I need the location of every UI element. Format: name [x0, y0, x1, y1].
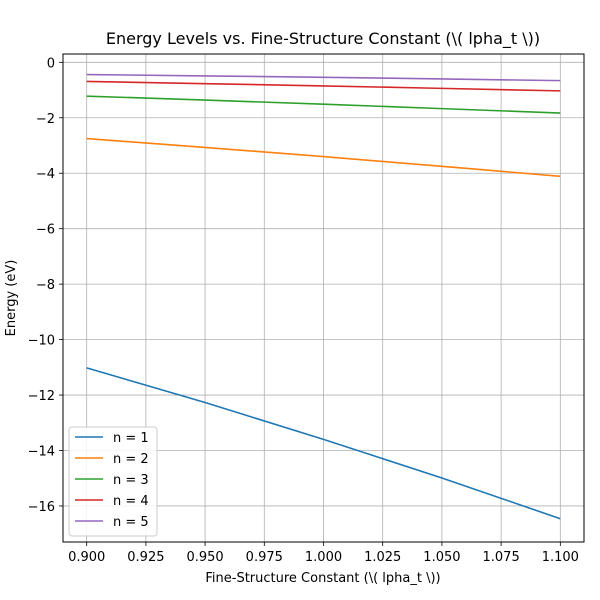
- legend-label: n = 1: [113, 431, 149, 446]
- legend-label: n = 4: [113, 494, 149, 509]
- y-tick-label: −8: [36, 278, 55, 293]
- x-tick-label: 1.075: [483, 550, 520, 565]
- x-tick-label: 1.050: [423, 550, 460, 565]
- x-tick-label: 0.975: [246, 550, 283, 565]
- chart-title: Energy Levels vs. Fine-Structure Constan…: [106, 29, 540, 49]
- x-tick-label: 0.900: [68, 550, 105, 565]
- x-axis-label: Fine-Structure Constant (\( lpha_t \)): [205, 571, 440, 586]
- y-tick-label: −10: [28, 334, 55, 349]
- x-tick-label: 1.100: [542, 550, 579, 565]
- x-tick-label: 0.925: [127, 550, 164, 565]
- y-tick-label: −4: [36, 167, 55, 182]
- y-tick-label: −16: [28, 500, 55, 515]
- legend: n = 1 n = 2 n = 3 n = 4 n = 5: [69, 427, 157, 536]
- legend-label: n = 3: [113, 473, 149, 488]
- y-tick-label: −2: [36, 112, 55, 127]
- y-tick-label: −14: [28, 445, 55, 460]
- y-tick-label: −6: [36, 223, 55, 238]
- x-tick-label: 1.025: [364, 550, 401, 565]
- x-tick-label: 0.950: [186, 550, 223, 565]
- y-tick-label: 0: [47, 56, 55, 71]
- y-axis-label: Energy (eV): [4, 260, 19, 337]
- y-tick-label: −12: [28, 389, 55, 404]
- legend-label: n = 5: [113, 515, 149, 530]
- x-tick-label: 1.000: [305, 550, 342, 565]
- legend-label: n = 2: [113, 452, 149, 467]
